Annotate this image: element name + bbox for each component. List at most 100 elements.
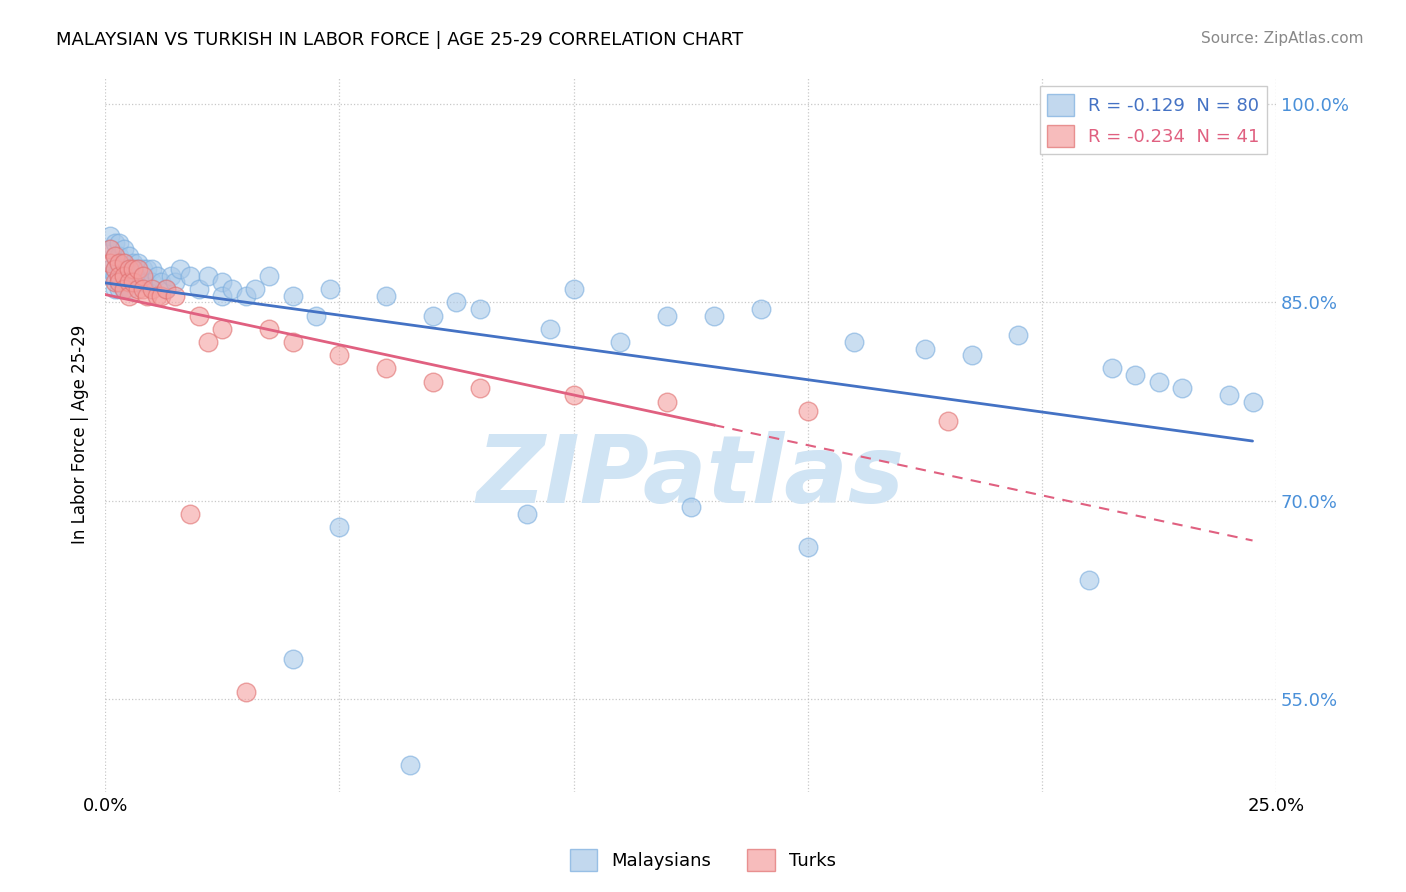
Text: MALAYSIAN VS TURKISH IN LABOR FORCE | AGE 25-29 CORRELATION CHART: MALAYSIAN VS TURKISH IN LABOR FORCE | AG… — [56, 31, 744, 49]
Point — [141, 282, 163, 296]
Point — [187, 282, 209, 296]
Point — [328, 520, 350, 534]
Point — [136, 276, 159, 290]
Point — [155, 282, 177, 296]
Point — [117, 288, 139, 302]
Point — [103, 262, 125, 277]
Point — [375, 361, 398, 376]
Point — [1007, 328, 1029, 343]
Point — [131, 276, 153, 290]
Point — [165, 276, 187, 290]
Point — [122, 276, 145, 290]
Point — [468, 381, 491, 395]
Point — [235, 685, 257, 699]
Point — [98, 243, 121, 257]
Point — [422, 309, 444, 323]
Point — [112, 282, 135, 296]
Point — [117, 262, 139, 277]
Point — [131, 282, 153, 296]
Point — [165, 288, 187, 302]
Point — [108, 249, 131, 263]
Point — [103, 262, 125, 277]
Point — [98, 255, 121, 269]
Point — [562, 388, 585, 402]
Point — [1125, 368, 1147, 382]
Point — [108, 276, 131, 290]
Point — [122, 262, 145, 277]
Point — [398, 758, 420, 772]
Point — [538, 322, 561, 336]
Point — [112, 255, 135, 269]
Legend: R = -0.129  N = 80, R = -0.234  N = 41: R = -0.129 N = 80, R = -0.234 N = 41 — [1039, 87, 1267, 154]
Point — [281, 288, 304, 302]
Point — [1241, 394, 1264, 409]
Point — [446, 295, 468, 310]
Point — [679, 500, 702, 515]
Point — [422, 375, 444, 389]
Point — [211, 288, 233, 302]
Point — [122, 255, 145, 269]
Point — [145, 288, 167, 302]
Point — [112, 262, 135, 277]
Point — [117, 282, 139, 296]
Point — [112, 255, 135, 269]
Point — [169, 262, 191, 277]
Point — [108, 282, 131, 296]
Point — [257, 268, 280, 283]
Text: Source: ZipAtlas.com: Source: ZipAtlas.com — [1201, 31, 1364, 46]
Point — [179, 268, 201, 283]
Point — [98, 243, 121, 257]
Point — [197, 268, 219, 283]
Point — [127, 282, 149, 296]
Point — [179, 507, 201, 521]
Point — [127, 262, 149, 277]
Point — [609, 334, 631, 349]
Point — [117, 249, 139, 263]
Point — [112, 243, 135, 257]
Point — [1171, 381, 1194, 395]
Point — [914, 342, 936, 356]
Point — [108, 235, 131, 250]
Point — [281, 334, 304, 349]
Point — [108, 276, 131, 290]
Point — [936, 414, 959, 428]
Point — [117, 262, 139, 277]
Point — [127, 262, 149, 277]
Point — [796, 403, 818, 417]
Point — [112, 268, 135, 283]
Point — [150, 288, 173, 302]
Point — [796, 540, 818, 554]
Point — [103, 268, 125, 283]
Point — [108, 268, 131, 283]
Point — [127, 255, 149, 269]
Point — [136, 288, 159, 302]
Legend: Malaysians, Turks: Malaysians, Turks — [562, 842, 844, 879]
Point — [221, 282, 243, 296]
Point — [103, 249, 125, 263]
Point — [108, 262, 131, 277]
Point — [117, 268, 139, 283]
Point — [141, 276, 163, 290]
Point — [657, 394, 679, 409]
Point — [136, 262, 159, 277]
Point — [844, 334, 866, 349]
Point — [516, 507, 538, 521]
Point — [108, 255, 131, 269]
Point — [127, 276, 149, 290]
Point — [305, 309, 328, 323]
Point — [319, 282, 342, 296]
Point — [112, 282, 135, 296]
Point — [197, 334, 219, 349]
Point — [235, 288, 257, 302]
Point — [1077, 573, 1099, 587]
Point — [375, 288, 398, 302]
Point — [98, 268, 121, 283]
Point — [117, 276, 139, 290]
Point — [159, 268, 181, 283]
Point — [1101, 361, 1123, 376]
Point — [1218, 388, 1240, 402]
Point — [131, 268, 153, 283]
Point — [960, 348, 983, 362]
Point — [155, 282, 177, 296]
Point — [131, 262, 153, 277]
